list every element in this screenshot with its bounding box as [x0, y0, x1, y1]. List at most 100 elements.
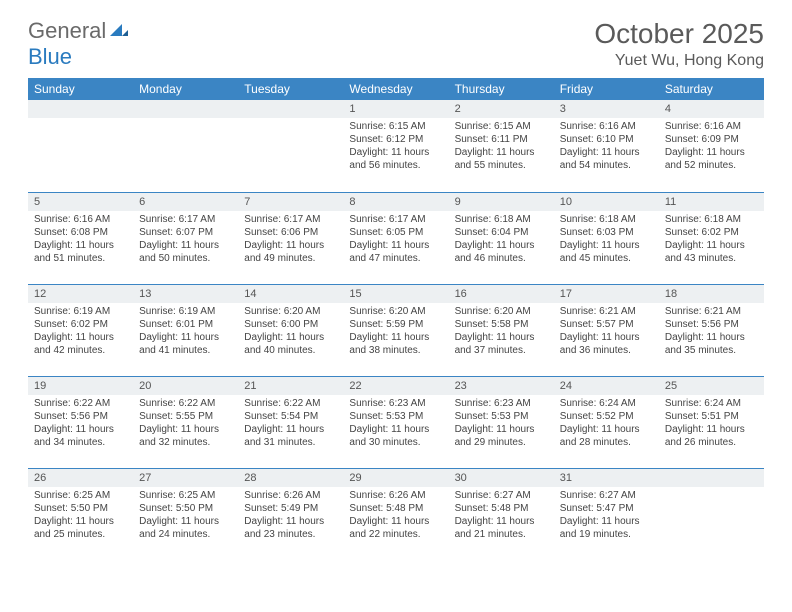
calendar-cell: 30Sunrise: 6:27 AMSunset: 5:48 PMDayligh… — [449, 468, 554, 560]
day-content: Sunrise: 6:25 AMSunset: 5:50 PMDaylight:… — [133, 487, 238, 545]
page-header: General Blue October 2025 Yuet Wu, Hong … — [28, 18, 764, 70]
day-number: 21 — [238, 377, 343, 395]
day-number: 9 — [449, 193, 554, 211]
day-line: Sunset: 5:53 PM — [349, 410, 442, 423]
day-line: Sunrise: 6:16 AM — [560, 120, 653, 133]
day-content: Sunrise: 6:26 AMSunset: 5:49 PMDaylight:… — [238, 487, 343, 545]
day-header: Monday — [133, 78, 238, 100]
day-content: Sunrise: 6:25 AMSunset: 5:50 PMDaylight:… — [28, 487, 133, 545]
day-number: 28 — [238, 469, 343, 487]
day-number: 26 — [28, 469, 133, 487]
day-line: Sunset: 5:55 PM — [139, 410, 232, 423]
day-line: Sunset: 5:49 PM — [244, 502, 337, 515]
day-line: Sunrise: 6:19 AM — [34, 305, 127, 318]
calendar-cell: 28Sunrise: 6:26 AMSunset: 5:49 PMDayligh… — [238, 468, 343, 560]
day-line: Sunset: 6:02 PM — [665, 226, 758, 239]
calendar-cell: 15Sunrise: 6:20 AMSunset: 5:59 PMDayligh… — [343, 284, 448, 376]
calendar-week-row: 19Sunrise: 6:22 AMSunset: 5:56 PMDayligh… — [28, 376, 764, 468]
day-line: Sunset: 6:12 PM — [349, 133, 442, 146]
day-number: 18 — [659, 285, 764, 303]
day-line: Sunrise: 6:17 AM — [349, 213, 442, 226]
day-line: Sunrise: 6:21 AM — [665, 305, 758, 318]
day-number: 17 — [554, 285, 659, 303]
day-content: Sunrise: 6:23 AMSunset: 5:53 PMDaylight:… — [343, 395, 448, 453]
day-content — [238, 118, 343, 124]
day-content: Sunrise: 6:17 AMSunset: 6:07 PMDaylight:… — [133, 211, 238, 269]
day-line: Daylight: 11 hours and 54 minutes. — [560, 146, 653, 172]
day-line: Daylight: 11 hours and 25 minutes. — [34, 515, 127, 541]
day-line: Sunrise: 6:23 AM — [349, 397, 442, 410]
day-line: Sunrise: 6:22 AM — [244, 397, 337, 410]
day-number: 10 — [554, 193, 659, 211]
day-number: 11 — [659, 193, 764, 211]
calendar-cell: 13Sunrise: 6:19 AMSunset: 6:01 PMDayligh… — [133, 284, 238, 376]
day-line: Sunset: 6:03 PM — [560, 226, 653, 239]
day-line: Sunrise: 6:20 AM — [349, 305, 442, 318]
day-line: Sunrise: 6:27 AM — [455, 489, 548, 502]
calendar-page: General Blue October 2025 Yuet Wu, Hong … — [0, 0, 792, 560]
day-content: Sunrise: 6:23 AMSunset: 5:53 PMDaylight:… — [449, 395, 554, 453]
day-line: Sunset: 5:50 PM — [139, 502, 232, 515]
day-content: Sunrise: 6:16 AMSunset: 6:10 PMDaylight:… — [554, 118, 659, 176]
day-number: 1 — [343, 100, 448, 118]
day-line: Sunset: 6:10 PM — [560, 133, 653, 146]
day-number: 7 — [238, 193, 343, 211]
day-number: 25 — [659, 377, 764, 395]
logo: General Blue — [28, 18, 128, 70]
calendar-cell: 2Sunrise: 6:15 AMSunset: 6:11 PMDaylight… — [449, 100, 554, 192]
day-line: Sunrise: 6:17 AM — [244, 213, 337, 226]
day-line: Daylight: 11 hours and 43 minutes. — [665, 239, 758, 265]
calendar-cell: 20Sunrise: 6:22 AMSunset: 5:55 PMDayligh… — [133, 376, 238, 468]
day-number — [659, 469, 764, 487]
day-content: Sunrise: 6:19 AMSunset: 6:02 PMDaylight:… — [28, 303, 133, 361]
calendar-cell: 8Sunrise: 6:17 AMSunset: 6:05 PMDaylight… — [343, 192, 448, 284]
day-number — [133, 100, 238, 118]
day-content: Sunrise: 6:20 AMSunset: 5:59 PMDaylight:… — [343, 303, 448, 361]
day-line: Daylight: 11 hours and 32 minutes. — [139, 423, 232, 449]
day-line: Sunset: 5:53 PM — [455, 410, 548, 423]
day-number: 15 — [343, 285, 448, 303]
day-number: 20 — [133, 377, 238, 395]
calendar-cell: 6Sunrise: 6:17 AMSunset: 6:07 PMDaylight… — [133, 192, 238, 284]
day-line: Sunset: 5:56 PM — [665, 318, 758, 331]
day-line: Daylight: 11 hours and 46 minutes. — [455, 239, 548, 265]
day-line: Sunrise: 6:25 AM — [139, 489, 232, 502]
day-line: Sunrise: 6:16 AM — [34, 213, 127, 226]
day-line: Daylight: 11 hours and 56 minutes. — [349, 146, 442, 172]
calendar-cell: 10Sunrise: 6:18 AMSunset: 6:03 PMDayligh… — [554, 192, 659, 284]
day-line: Sunset: 5:54 PM — [244, 410, 337, 423]
day-line: Sunset: 5:50 PM — [34, 502, 127, 515]
day-content: Sunrise: 6:24 AMSunset: 5:51 PMDaylight:… — [659, 395, 764, 453]
logo-sail-icon — [108, 18, 128, 44]
calendar-cell: 7Sunrise: 6:17 AMSunset: 6:06 PMDaylight… — [238, 192, 343, 284]
calendar-cell: 17Sunrise: 6:21 AMSunset: 5:57 PMDayligh… — [554, 284, 659, 376]
day-number: 8 — [343, 193, 448, 211]
day-line: Sunrise: 6:15 AM — [349, 120, 442, 133]
day-line: Daylight: 11 hours and 47 minutes. — [349, 239, 442, 265]
day-header: Wednesday — [343, 78, 448, 100]
day-line: Sunrise: 6:20 AM — [455, 305, 548, 318]
day-content — [659, 487, 764, 493]
calendar-cell: 4Sunrise: 6:16 AMSunset: 6:09 PMDaylight… — [659, 100, 764, 192]
day-line: Sunrise: 6:24 AM — [665, 397, 758, 410]
calendar-cell: 27Sunrise: 6:25 AMSunset: 5:50 PMDayligh… — [133, 468, 238, 560]
day-line: Daylight: 11 hours and 24 minutes. — [139, 515, 232, 541]
day-number: 22 — [343, 377, 448, 395]
day-content: Sunrise: 6:17 AMSunset: 6:05 PMDaylight:… — [343, 211, 448, 269]
calendar-table: SundayMondayTuesdayWednesdayThursdayFrid… — [28, 78, 764, 560]
day-content: Sunrise: 6:18 AMSunset: 6:02 PMDaylight:… — [659, 211, 764, 269]
day-content — [133, 118, 238, 124]
calendar-cell: 31Sunrise: 6:27 AMSunset: 5:47 PMDayligh… — [554, 468, 659, 560]
day-line: Sunset: 6:02 PM — [34, 318, 127, 331]
day-line: Sunset: 5:52 PM — [560, 410, 653, 423]
day-line: Sunset: 6:05 PM — [349, 226, 442, 239]
day-line: Daylight: 11 hours and 45 minutes. — [560, 239, 653, 265]
day-line: Sunrise: 6:16 AM — [665, 120, 758, 133]
day-line: Sunrise: 6:24 AM — [560, 397, 653, 410]
day-number: 3 — [554, 100, 659, 118]
day-line: Sunrise: 6:18 AM — [665, 213, 758, 226]
day-line: Daylight: 11 hours and 40 minutes. — [244, 331, 337, 357]
day-number: 24 — [554, 377, 659, 395]
calendar-cell: 1 Sunrise: 6:15 AMSunset: 6:12 PMDaylight… — [343, 100, 448, 192]
day-line: Daylight: 11 hours and 51 minutes. — [34, 239, 127, 265]
